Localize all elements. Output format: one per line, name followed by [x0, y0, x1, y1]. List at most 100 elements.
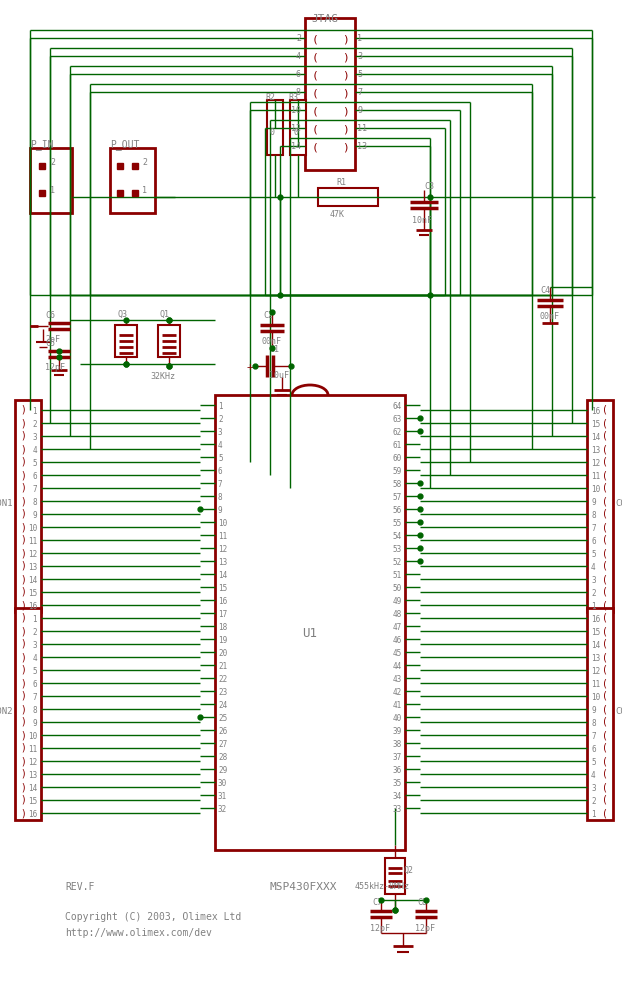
Text: 455kHz-8MHz: 455kHz-8MHz [355, 882, 410, 891]
Text: (: ( [312, 124, 318, 134]
Text: 12: 12 [28, 758, 37, 767]
Text: ): ) [341, 34, 348, 44]
Text: 4: 4 [591, 771, 596, 780]
Text: 59: 59 [392, 467, 402, 476]
Bar [30, 148, 72, 213]
Text: 0: 0 [293, 128, 298, 137]
Text: 7: 7 [218, 480, 223, 489]
Text: ): ) [20, 652, 26, 662]
Text: 21: 21 [218, 662, 227, 671]
Text: 25: 25 [218, 714, 227, 723]
Text: 32KHz: 32KHz [150, 372, 175, 381]
Text: 14: 14 [28, 576, 37, 585]
Text: C8: C8 [417, 898, 427, 907]
Text: (: ( [602, 600, 608, 610]
Text: (: ( [602, 587, 608, 597]
Text: 28: 28 [218, 753, 227, 762]
Text: C1: C1 [269, 345, 279, 354]
Text: 10: 10 [591, 485, 600, 494]
Text: (: ( [602, 535, 608, 545]
Text: 8: 8 [591, 719, 596, 728]
Text: (: ( [602, 405, 608, 415]
Text: JTAG: JTAG [311, 14, 338, 24]
Text: ): ) [20, 587, 26, 597]
Text: 4: 4 [32, 654, 37, 663]
Text: 9: 9 [591, 706, 596, 715]
Text: 9: 9 [218, 506, 223, 515]
Text: 12pF: 12pF [415, 924, 435, 933]
Text: 1: 1 [357, 34, 362, 43]
Text: 2: 2 [32, 420, 37, 429]
Text: (: ( [602, 704, 608, 714]
Text: CON4: CON4 [615, 499, 622, 508]
Text: (: ( [312, 34, 318, 44]
Text: 5: 5 [357, 70, 362, 79]
Text: 7: 7 [357, 88, 362, 97]
Text: ): ) [20, 717, 26, 727]
Text: 51: 51 [392, 571, 402, 580]
Text: 11: 11 [591, 472, 600, 481]
Text: 10: 10 [291, 106, 301, 115]
Text: 15: 15 [591, 420, 600, 429]
Text: Q2: Q2 [403, 866, 413, 875]
Text: 22: 22 [218, 675, 227, 684]
Text: ): ) [341, 106, 348, 116]
Text: 46: 46 [392, 636, 402, 645]
Text: (: ( [602, 691, 608, 701]
Text: 47: 47 [392, 623, 402, 632]
Text: (: ( [602, 678, 608, 688]
Text: 15: 15 [218, 584, 227, 593]
Text: 8: 8 [32, 498, 37, 507]
Text: 6: 6 [218, 467, 223, 476]
Bar [158, 325, 180, 357]
Text: 14: 14 [218, 571, 227, 580]
Text: 54: 54 [392, 532, 402, 541]
Text: ): ) [20, 730, 26, 740]
Text: 12pF: 12pF [45, 363, 65, 372]
Text: 62: 62 [392, 428, 402, 437]
Text: (: ( [602, 782, 608, 792]
Text: 1: 1 [591, 810, 596, 819]
Text: (: ( [602, 795, 608, 805]
Text: 9: 9 [591, 498, 596, 507]
Text: 14: 14 [291, 142, 301, 151]
Text: 61: 61 [392, 441, 402, 450]
Text: ): ) [20, 431, 26, 441]
Text: 5: 5 [591, 550, 596, 559]
Text: 60: 60 [392, 454, 402, 463]
Text: +: + [247, 362, 254, 372]
Text: 45: 45 [392, 649, 402, 658]
Text: 8: 8 [32, 706, 37, 715]
Text: ): ) [20, 600, 26, 610]
Text: ): ) [20, 457, 26, 467]
Text: (: ( [602, 561, 608, 571]
Text: 6: 6 [591, 745, 596, 754]
Text: 3: 3 [591, 576, 596, 585]
Text: CON3: CON3 [615, 707, 622, 716]
Text: 27: 27 [218, 740, 227, 749]
Text: 13: 13 [28, 563, 37, 572]
Text: (: ( [602, 665, 608, 675]
Text: 63: 63 [392, 415, 402, 424]
Text: 2: 2 [591, 797, 596, 806]
Text: 9: 9 [357, 106, 362, 115]
Text: C7: C7 [372, 898, 382, 907]
Text: ): ) [20, 782, 26, 792]
Text: ): ) [20, 613, 26, 623]
Text: ): ) [20, 535, 26, 545]
Text: ): ) [20, 561, 26, 571]
Text: 2: 2 [218, 415, 223, 424]
Text: (: ( [602, 444, 608, 454]
Text: (: ( [602, 483, 608, 493]
Text: ): ) [20, 522, 26, 532]
Text: R1: R1 [336, 178, 346, 187]
Text: 3: 3 [591, 784, 596, 793]
Bar [15, 608, 41, 820]
Text: 8: 8 [296, 88, 301, 97]
Bar [385, 858, 405, 894]
Text: 2pF: 2pF [45, 335, 60, 344]
Bar [215, 395, 405, 850]
Text: 11: 11 [218, 532, 227, 541]
Text: 17: 17 [218, 610, 227, 619]
Text: 12: 12 [591, 459, 600, 468]
